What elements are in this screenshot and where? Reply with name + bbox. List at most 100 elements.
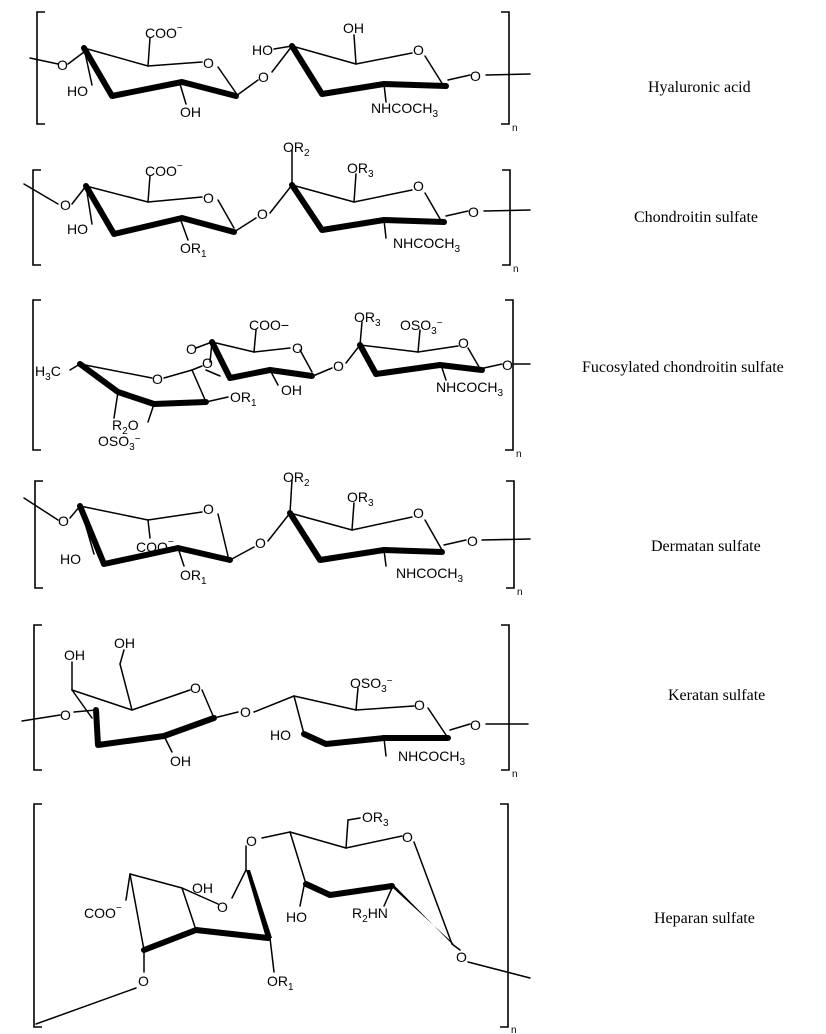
svg-text:O: O <box>468 204 479 220</box>
svg-text:O: O <box>470 717 481 733</box>
svg-text:O: O <box>246 833 257 849</box>
repeat-subscript: n <box>516 449 522 460</box>
svg-text:COO−: COO− <box>249 317 289 333</box>
svg-text:OR1: OR1 <box>267 973 294 993</box>
svg-text:HO: HO <box>67 221 88 237</box>
svg-text:R2HN: R2HN <box>352 905 388 925</box>
labels: O COO− O OH O OR3 OSO3− O NHCOCH3 O H3C … <box>35 309 513 453</box>
svg-text:O: O <box>402 829 413 845</box>
svg-text:O: O <box>292 340 303 356</box>
svg-text:O: O <box>470 68 481 84</box>
svg-text:HO: HO <box>67 83 88 99</box>
svg-text:OSO3−: OSO3− <box>350 675 393 695</box>
svg-text:O: O <box>458 335 469 351</box>
bonds <box>35 817 531 1025</box>
svg-text:OH: OH <box>180 104 201 120</box>
bracket-right <box>501 11 510 125</box>
svg-text:O: O <box>413 178 424 194</box>
svg-text:O: O <box>203 190 214 206</box>
labels: O COO− O HO OH O HO OH O NHCOCH3 O <box>57 20 481 120</box>
bracket-right <box>501 624 510 771</box>
repeat-subscript: n <box>512 123 518 134</box>
structure-keratan-sulfate: n OH OH <box>21 624 765 780</box>
svg-text:O: O <box>57 57 68 73</box>
bonds <box>23 149 531 241</box>
svg-text:O: O <box>203 501 214 517</box>
structure-dermatan-sulfate: n O O COO− <box>23 469 761 598</box>
bracket-left <box>33 624 42 771</box>
svg-text:O: O <box>202 355 213 371</box>
svg-text:NHCOCH3: NHCOCH3 <box>398 748 465 768</box>
svg-text:NHCOCH3: NHCOCH3 <box>436 379 503 399</box>
svg-text:OR3: OR3 <box>347 489 374 509</box>
bracket-right <box>506 480 515 589</box>
svg-text:O: O <box>333 358 344 374</box>
svg-text:COO−: COO− <box>84 903 122 921</box>
structure-chondroitin-sulfate: n O COO− O <box>23 139 758 275</box>
svg-text:COO−: COO− <box>136 537 174 555</box>
svg-text:OR1: OR1 <box>180 240 207 260</box>
bracket-right <box>505 299 514 451</box>
bold-bonds <box>141 881 395 953</box>
bold-bonds <box>77 339 485 407</box>
svg-text:R2O: R2O <box>112 417 139 437</box>
svg-text:OR3: OR3 <box>347 160 374 180</box>
svg-text:O: O <box>258 69 269 85</box>
svg-text:O: O <box>186 341 197 357</box>
svg-text:O: O <box>257 206 268 222</box>
svg-text:O: O <box>502 357 513 373</box>
svg-text:OR3: OR3 <box>354 309 381 329</box>
structure-name: Hyaluronic acid <box>648 79 751 96</box>
svg-text:O: O <box>413 505 424 521</box>
svg-text:OSO3−: OSO3− <box>400 317 443 337</box>
structure-name: Keratan sulfate <box>668 687 765 704</box>
svg-text:OR1: OR1 <box>230 389 257 409</box>
repeat-subscript: n <box>512 769 518 780</box>
repeat-subscript: n <box>517 587 523 598</box>
svg-text:O: O <box>60 707 71 723</box>
svg-text:O: O <box>467 533 478 549</box>
svg-text:HO: HO <box>270 727 291 743</box>
svg-text:HO: HO <box>252 42 273 58</box>
labels: O O COO− HO OR1 O OR2 OR3 O NHCOCH3 O <box>58 469 478 587</box>
svg-text:O: O <box>152 371 163 387</box>
svg-text:OH: OH <box>170 753 191 769</box>
structure-name: Chondroitin sulfate <box>634 209 758 226</box>
bold-bonds <box>83 182 447 237</box>
bold-bonds <box>93 707 451 748</box>
svg-text:NHCOCH3: NHCOCH3 <box>371 100 438 120</box>
svg-text:OH: OH <box>343 20 364 36</box>
svg-text:O: O <box>217 899 228 915</box>
svg-text:OR2: OR2 <box>283 469 310 489</box>
svg-text:O: O <box>414 697 425 713</box>
svg-text:HO: HO <box>286 909 307 925</box>
bracket-left <box>32 299 41 451</box>
structure-name: Dermatan sulfate <box>651 538 761 555</box>
labels: OR3 O O OH O COO− HO R2HN O OR1 O <box>84 809 467 993</box>
wedge-bonds <box>246 870 454 944</box>
structure-fucosylated-chondroitin-sulfate: n <box>32 299 784 460</box>
bracket-left <box>32 169 41 266</box>
svg-text:O: O <box>58 513 69 529</box>
svg-text:NHCOCH3: NHCOCH3 <box>393 235 460 255</box>
svg-text:O: O <box>190 680 201 696</box>
bracket-right <box>500 803 509 1028</box>
bracket-left <box>34 480 43 589</box>
repeat-subscript: n <box>511 1025 517 1034</box>
svg-text:OR2: OR2 <box>283 139 310 159</box>
bold-bonds <box>77 503 445 567</box>
svg-text:O: O <box>240 704 251 720</box>
bonds <box>21 649 529 757</box>
svg-text:NHCOCH3: NHCOCH3 <box>396 565 463 585</box>
bracket-left <box>36 11 45 125</box>
svg-text:OSO3−: OSO3− <box>98 433 141 453</box>
structure-name: Fucosylated chondroitin sulfate <box>582 359 784 376</box>
svg-text:OR1: OR1 <box>180 567 207 587</box>
svg-text:COO−: COO− <box>145 161 183 179</box>
svg-text:OR3: OR3 <box>362 809 389 829</box>
bracket-right <box>502 169 511 266</box>
svg-text:O: O <box>255 535 266 551</box>
svg-text:O: O <box>456 949 467 965</box>
structure-name: Heparan sulfate <box>654 910 755 927</box>
svg-text:COO−: COO− <box>145 23 183 41</box>
